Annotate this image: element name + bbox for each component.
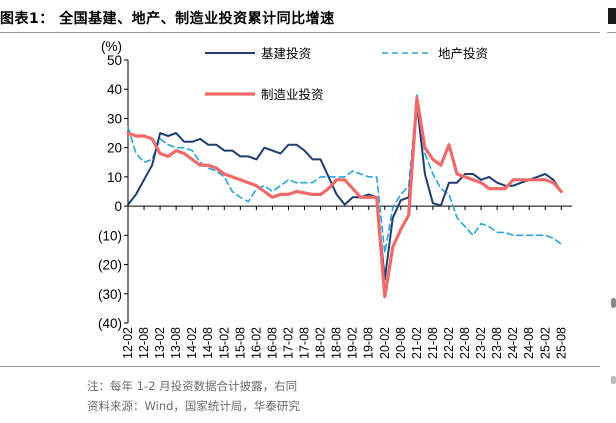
x-tick-label: 20-02	[378, 327, 392, 359]
x-tick-label: 22-08	[458, 327, 472, 359]
y-tick-label: 20	[107, 141, 122, 156]
series-line-real-estate	[127, 94, 563, 254]
y-tick-label: 30	[107, 111, 122, 126]
y-tick-label: (40)	[98, 316, 122, 331]
y-tick-label: (30)	[98, 287, 122, 302]
x-tick-label: 15-02	[217, 327, 231, 359]
x-tick-label: 21-08	[426, 327, 440, 359]
x-tick-label: 15-08	[233, 327, 247, 359]
y-tick-label: 40	[107, 82, 122, 97]
x-tick-label: 18-08	[330, 327, 344, 359]
y-tick-label: 0	[114, 199, 122, 214]
title-divider	[0, 32, 600, 33]
chart-title: 图表1： 全国基建、地产、制造业投资累计同比增速	[0, 11, 335, 27]
y-tick-label: (10)	[98, 228, 122, 243]
y-tick-label: 50	[107, 53, 122, 68]
x-tick-label: 13-08	[169, 327, 183, 359]
x-tick-label: 14-02	[185, 327, 199, 359]
x-tick-label: 21-02	[410, 327, 424, 359]
legend-label: 基建投资	[261, 46, 311, 61]
x-tick-label: 19-08	[362, 327, 376, 359]
x-tick-label: 16-08	[265, 327, 279, 359]
y-tick-label: (20)	[98, 258, 122, 273]
series-line-manufacturing	[126, 96, 563, 299]
source-note: 资料来源：Wind，国家统计局，华泰研究	[87, 399, 300, 413]
x-tick-label: 25-02	[538, 327, 552, 359]
x-tick-label: 23-08	[490, 327, 504, 359]
x-tick-label: 22-02	[442, 327, 456, 359]
legend-label: 地产投资	[438, 46, 488, 61]
x-tick-label: 25-08	[554, 327, 568, 359]
x-tick-label: 18-02	[314, 327, 328, 359]
x-tick-label: 20-08	[394, 327, 408, 359]
y-tick-label: 10	[107, 170, 122, 185]
x-tick-label: 17-02	[281, 327, 295, 359]
x-tick-label: 16-02	[249, 327, 263, 359]
legend-label: 制造业投资	[261, 87, 324, 102]
x-tick-label: 23-02	[474, 327, 488, 359]
adjacent-panel-edge	[608, 8, 616, 24]
footer-divider	[0, 366, 600, 367]
footnote: 注：每年 1-2 月投资数据合计披露，右同	[87, 379, 298, 393]
x-tick-label: 12-08	[137, 327, 151, 359]
series-line-infrastructure	[127, 102, 563, 281]
x-tick-label: 17-08	[298, 327, 312, 359]
adjacent-panel-rule	[607, 32, 616, 33]
x-tick-label: 24-08	[522, 327, 536, 359]
x-tick-label: 24-02	[506, 327, 520, 359]
y-axis-unit: (%)	[101, 39, 122, 54]
adjacent-panel-mark-2	[611, 376, 616, 384]
x-tick-label: 19-02	[346, 327, 360, 359]
x-tick-label: 13-02	[153, 327, 167, 359]
adjacent-panel-mark	[611, 298, 616, 308]
x-tick-label: 12-02	[121, 327, 135, 359]
x-tick-label: 14-08	[201, 327, 215, 359]
